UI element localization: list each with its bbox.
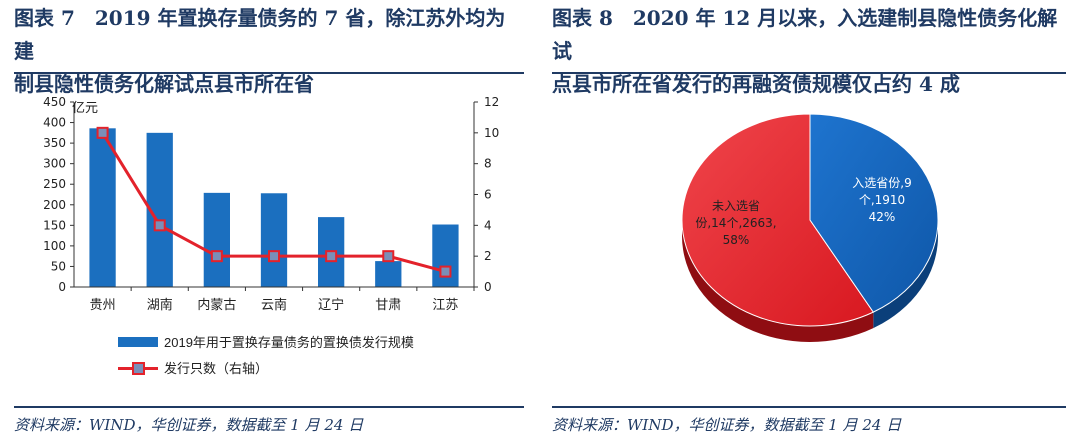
chart7-top-rule bbox=[14, 72, 524, 74]
slice-label-selected-line2: 个,1910 bbox=[859, 193, 905, 207]
legend-bar-item: 2019年用于置换存量债务的置换债发行规模 bbox=[118, 332, 414, 351]
pie-slice-other bbox=[681, 113, 875, 327]
slice-label-selected-line1: 入选省份,9 bbox=[852, 176, 911, 190]
legend-line-label: 发行只数（右轴） bbox=[164, 361, 269, 376]
y-tick-label-right: 12 bbox=[484, 95, 499, 109]
y-axis-unit-label: 亿元 bbox=[72, 101, 98, 116]
line-point-4 bbox=[268, 250, 280, 263]
line-point-3 bbox=[210, 250, 223, 263]
x-tick-label: 贵州 bbox=[90, 298, 116, 313]
chart7-source: 资料来源：WIND，华创证券，数据截至 1 月 24 日 bbox=[14, 416, 364, 434]
line-point-5 bbox=[325, 250, 338, 263]
y-tick-label-left: 150 bbox=[43, 218, 66, 232]
pie-slice-selected bbox=[809, 113, 939, 313]
chart8-source: 资料来源：WIND，华创证券，数据截至 1 月 24 日 bbox=[552, 416, 902, 434]
x-tick-label: 甘肃 bbox=[375, 298, 401, 313]
x-tick-label: 云南 bbox=[261, 297, 287, 313]
chart7-title: 图表 7 2019 年置换存量债务的 7 省，除江苏外均为建 制县隐性债务化解试… bbox=[14, 2, 524, 101]
line-point-2 bbox=[153, 219, 166, 232]
chart8-bottom-rule bbox=[552, 406, 1066, 408]
y-tick-label-left: 450 bbox=[43, 95, 66, 109]
slice-label-selected: 入选省份,9 个,1910 42% bbox=[852, 176, 911, 224]
line-point-7 bbox=[439, 265, 452, 278]
y-tick-label-left: 400 bbox=[43, 116, 66, 130]
y-tick-label-right: 6 bbox=[484, 188, 492, 202]
chart8-title: 图表 8 2020 年 12 月以来，入选建制县隐性债务化解试 点县市所在省发行… bbox=[552, 2, 1066, 101]
y-tick-label-right: 2 bbox=[484, 249, 492, 263]
bar-line-chart: 0 50 100 150 200 250 300 350 400 450 0 2 4 6 8 10 12 贵州 湖南… bbox=[43, 95, 499, 313]
y-tick-label-left: 250 bbox=[43, 177, 66, 191]
x-tick-label: 内蒙古 bbox=[197, 297, 236, 313]
x-tick-label: 辽宁 bbox=[318, 297, 344, 313]
chart7-bottom-rule bbox=[14, 406, 524, 408]
chart8-title-line2: 点县市所在省发行的再融资债规模仅占约 4 成 bbox=[552, 72, 960, 96]
chart8-top-rule bbox=[552, 72, 1066, 74]
left-panel: 图表 7 2019 年置换存量债务的 7 省，除江苏外均为建 制县隐性债务化解试… bbox=[14, 0, 524, 444]
x-tick-label: 江苏 bbox=[432, 297, 458, 313]
chart7-title-line1: 图表 7 2019 年置换存量债务的 7 省，除江苏外均为建 bbox=[14, 6, 506, 63]
chart8-title-line1: 图表 8 2020 年 12 月以来，入选建制县隐性债务化解试 bbox=[552, 6, 1058, 63]
slice-label-other-line2: 份,14个,2663, bbox=[695, 216, 776, 230]
pie-chart: 入选省份,9 个,1910 42% 未入选省 份,14个,2663, 58% bbox=[681, 113, 939, 342]
y-tick-label-left: 300 bbox=[43, 157, 66, 171]
line-point-1 bbox=[96, 126, 109, 139]
slice-label-selected-line3: 42% bbox=[869, 210, 896, 224]
y-tick-label-right: 8 bbox=[484, 157, 492, 171]
y-tick-label-right: 10 bbox=[484, 126, 499, 140]
bar-1 bbox=[89, 128, 116, 287]
chart7-title-line2: 制县隐性债务化解试点县市所在省 bbox=[14, 72, 314, 96]
legend-line-swatch bbox=[118, 361, 158, 375]
y-tick-label-left: 350 bbox=[43, 136, 66, 150]
legend-line-item: 发行只数（右轴） bbox=[118, 358, 268, 377]
slice-label-other-line3: 58% bbox=[723, 233, 750, 247]
x-tick-label: 湖南 bbox=[147, 297, 173, 313]
line-point-6 bbox=[382, 250, 395, 263]
bar-3 bbox=[203, 192, 230, 287]
slice-label-other-line1: 未入选省 bbox=[712, 199, 760, 213]
y-tick-label-left: 50 bbox=[51, 259, 66, 273]
y-tick-label-right: 0 bbox=[484, 280, 492, 294]
y-tick-label-left: 200 bbox=[43, 198, 66, 212]
right-panel: 图表 8 2020 年 12 月以来，入选建制县隐性债务化解试 点县市所在省发行… bbox=[552, 0, 1066, 444]
y-tick-label-left: 100 bbox=[43, 239, 66, 253]
bar-7 bbox=[432, 224, 459, 287]
bar-4 bbox=[260, 193, 288, 287]
pie-side-selected bbox=[873, 220, 938, 329]
y-tick-label-left: 0 bbox=[58, 280, 66, 294]
legend-bar-label: 2019年用于置换存量债务的置换债发行规模 bbox=[164, 335, 414, 350]
y-tick-label-right: 4 bbox=[484, 218, 492, 232]
legend-bar-swatch bbox=[118, 336, 158, 347]
slice-label-other: 未入选省 份,14个,2663, 58% bbox=[695, 199, 776, 247]
pie-side-other bbox=[682, 220, 874, 342]
bar-6 bbox=[375, 261, 402, 287]
